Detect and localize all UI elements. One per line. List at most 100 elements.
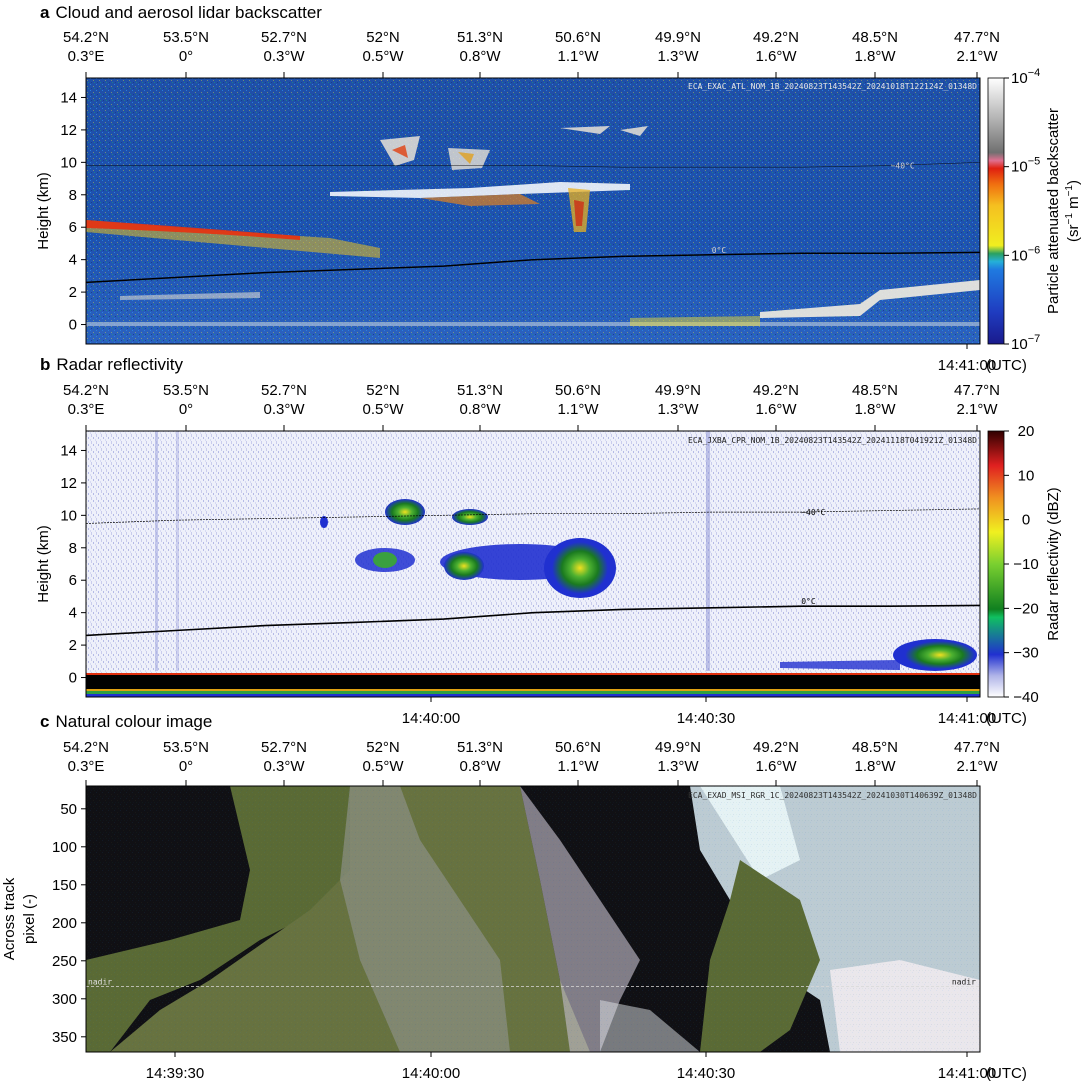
panel-b-y-axis: 0 2 4 6 8 10 12 14 [60, 442, 86, 687]
y-tick-label: 6 [69, 572, 77, 589]
geo-tick-lat: 52.7°N [261, 382, 307, 399]
y-tick-label: 2 [69, 284, 77, 301]
geo-tick-lon: 0.3°W [263, 758, 305, 775]
panel-b-frame [85, 430, 981, 698]
panel-a: a Cloud and aerosol lidar backscatter 54.… [35, 3, 1082, 374]
panel-b-minus40-isotherm [86, 508, 980, 524]
geo-tick-lat: 52°N [366, 29, 400, 46]
panel-b-geo-axis: 54.2°N 0.3°E 53.5°N 0° 52.7°N 0.3°W 52°N 0.5°W 5… [63, 382, 1000, 431]
y-tick-label: 250 [52, 953, 77, 970]
geo-tick-lon: 0.8°W [459, 48, 501, 65]
panel-b-colorbar-label: Radar reflectivity (dBZ) [1045, 487, 1062, 640]
panel-b-zero-isotherm [86, 604, 980, 637]
y-tick-label: 14 [60, 442, 77, 459]
colorbar-tick-label: 0 [1022, 512, 1030, 529]
nadir-label-left: nadir [88, 978, 112, 987]
geo-tick-lat: 53.5°N [163, 382, 209, 399]
geo-tick-lon: 1.3°W [657, 758, 699, 775]
panel-b-time-axis: 14:40:00 14:40:30 14:41:00(UTC) [402, 697, 1027, 727]
geo-tick-lon: 1.1°W [557, 48, 599, 65]
geo-tick-lat: 50.6°N [555, 739, 601, 756]
geo-tick-lat: 49.9°N [655, 739, 701, 756]
geo-tick-lat: 49.2°N [753, 382, 799, 399]
geo-tick-lat: 52.7°N [261, 29, 307, 46]
geo-tick-lon: 1.6°W [755, 401, 797, 418]
geo-tick-lat: 47.7°N [954, 382, 1000, 399]
geo-tick-lat: 49.9°N [655, 29, 701, 46]
panel-b-colorbar [987, 430, 1005, 698]
colorbar-tick-label: 10−5 [1011, 156, 1040, 176]
panel-c-frame [85, 785, 981, 1053]
geo-tick-lon: 0.3°W [263, 48, 305, 65]
time-tick-label: 14:41:00 [938, 710, 996, 727]
panel-c-geo-axis: 54.2°N 0.3°E 53.5°N 0° 52.7°N 0.3°W 52°N 0.5°W 5… [63, 739, 1000, 786]
geo-tick-lon: 0.5°W [362, 401, 404, 418]
geo-tick-lon: 0° [179, 401, 193, 418]
panel-b-product-id: ECA_JXBA_CPR_NOM_1B_20240823T143542Z_202… [688, 436, 977, 445]
panel-b-plot-area: 0°C −40°C ECA_JXBA_CPR_NOM_1B_20240823T1… [86, 431, 980, 697]
geo-tick-lon: 0.5°W [362, 758, 404, 775]
colorbar-tick-label: −30 [1013, 645, 1038, 662]
geo-tick-lat: 53.5°N [163, 29, 209, 46]
y-tick-label: 12 [60, 122, 77, 139]
colorbar-tick-label: 10−7 [1011, 333, 1040, 353]
geo-tick-lat: 52°N [366, 739, 400, 756]
geo-tick-lon: 1.8°W [854, 758, 896, 775]
geo-tick-lon: 1.6°W [755, 758, 797, 775]
y-tick-label: 0 [69, 670, 77, 687]
y-tick-label: 10 [60, 154, 77, 171]
time-tick-label: 14:40:00 [402, 1065, 460, 1082]
time-tick-label: 14:41:00 [938, 1065, 996, 1082]
y-tick-label: 200 [52, 915, 77, 932]
colorbar-tick-label: 10−4 [1011, 67, 1040, 87]
geo-tick-lat: 52.7°N [261, 739, 307, 756]
time-tick-label: 14:40:30 [677, 710, 735, 727]
y-tick-label: 350 [52, 1029, 77, 1046]
panel-c: c Natural colour image 54.2°N 0.3°E 53.5°N 0… [1, 712, 1027, 1082]
panel-a-colorbar [987, 77, 1005, 345]
panel-a-colorbar-units: (sr−1 m−1) [1064, 180, 1082, 242]
panel-c-plot-area: nadir nadir ECA_EXAD_MSI_RGR_1C_20240823… [86, 786, 980, 1052]
time-tick-label: 14:40:30 [677, 1065, 735, 1082]
geo-tick-lon: 1.8°W [854, 48, 896, 65]
panel-b-colorbar-ticks: 20 10 0 −10 −20 −30 −40 [1004, 423, 1039, 706]
panel-b: b Radar reflectivity 54.2°N0.3°E53.5°N0°5… [35, 355, 1062, 727]
geo-tick-lon: 2.1°W [956, 48, 998, 65]
colorbar-tick-label: 10 [1018, 467, 1035, 484]
panel-a-zero-isotherm [86, 251, 980, 284]
panel-a-colorbar-ticks: 10−7 10−6 10−5 10−4 [1004, 67, 1040, 353]
geo-tick-lat: 51.3°N [457, 739, 503, 756]
geo-tick-lat: 49.2°N [753, 29, 799, 46]
geo-tick-lat: 48.5°N [852, 29, 898, 46]
geo-tick-lon: 0.3°W [263, 401, 305, 418]
panel-a-plot-area: 0°C −40°C ECA_EXAC_ATL_NOM_1B_20240823T1… [86, 78, 980, 344]
geo-tick-lon: 0.3°E [68, 758, 105, 775]
colorbar-tick-label: −20 [1013, 600, 1038, 617]
geo-tick-lon: 0.8°W [459, 401, 501, 418]
geo-tick-lon: 1.6°W [755, 48, 797, 65]
geo-tick-lon: 0° [179, 758, 193, 775]
geo-tick-lon: 0.8°W [459, 758, 501, 775]
geo-tick-lat: 48.5°N [852, 739, 898, 756]
y-tick-label: 0 [69, 317, 77, 334]
panel-c-product-id: ECA_EXAD_MSI_RGR_1C_20240823T143542Z_202… [688, 791, 977, 800]
geo-tick-lat: 47.7°N [954, 29, 1000, 46]
panel-c-ylabel-line2: pixel (-) [21, 894, 38, 944]
geo-tick-lat: 49.9°N [655, 382, 701, 399]
panel-a-minus40-label: −40°C [891, 162, 915, 171]
time-unit-label: (UTC) [986, 1065, 1027, 1082]
panel-a-geo-axis: 54.2°N 0.3°E 53.5°N 0° 52.7°N 0.3°W 52°N 0.5°W 5… [63, 29, 1000, 78]
geo-tick-lon: 1.1°W [557, 401, 599, 418]
panel-a-ylabel: Height (km) [35, 172, 52, 250]
geo-tick-lon: 0.5°W [362, 48, 404, 65]
panel-a-minus40-isotherm [86, 162, 980, 168]
geo-tick-lat: 52°N [366, 382, 400, 399]
y-tick-label: 14 [60, 89, 77, 106]
panel-c-ylabel-line1: Across track [1, 877, 18, 960]
geo-tick-lat: 50.6°N [555, 382, 601, 399]
colorbar-tick-label: 20 [1018, 423, 1035, 440]
y-tick-label: 12 [60, 475, 77, 492]
geo-tick-lon: 2.1°W [956, 758, 998, 775]
panel-b-minus40-label: −40°C [801, 508, 825, 517]
